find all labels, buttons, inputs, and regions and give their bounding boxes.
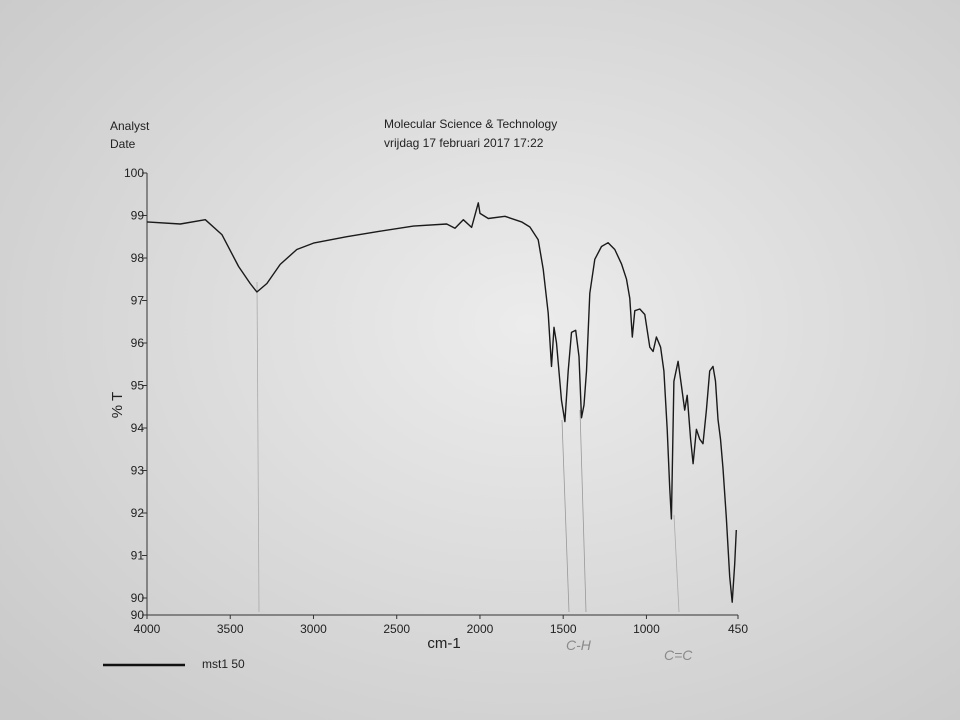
x-tick-label: 4000 — [134, 622, 161, 636]
y-tick-label: 96 — [131, 336, 145, 350]
y-tick-label: 97 — [131, 294, 145, 308]
pencil-line — [673, 514, 680, 613]
annotation: C-H — [566, 637, 592, 653]
analyst-label: Analyst — [110, 119, 150, 133]
spectrum-line — [146, 202, 737, 603]
date-label: Date — [110, 137, 136, 151]
y-tick-label: 100 — [124, 166, 144, 180]
x-tick-label: 1000 — [633, 622, 660, 636]
legend-label: mst1 50 — [202, 657, 245, 671]
x-tick-label: 450 — [728, 622, 748, 636]
pencil-line — [256, 281, 260, 613]
y-tick-label: 95 — [131, 379, 145, 393]
pencil-line — [561, 419, 570, 613]
timestamp: vrijdag 17 februari 2017 17:22 — [384, 136, 544, 150]
y-axis-label: % T — [109, 392, 126, 418]
pencil-line — [579, 409, 587, 613]
y-tick-label: 93 — [131, 464, 145, 478]
x-tick-label: 1500 — [550, 622, 577, 636]
y-tick-label: 98 — [131, 251, 145, 265]
x-tick-label: 2000 — [467, 622, 494, 636]
y-tick-label: 90 — [131, 591, 145, 605]
x-axis-label: cm-1 — [427, 635, 460, 652]
x-tick-label: 3000 — [300, 622, 327, 636]
x-tick-label: 3500 — [217, 622, 244, 636]
x-tick-label: 2500 — [383, 622, 410, 636]
y-tick-label: 94 — [131, 421, 145, 435]
annotation: C=C — [664, 647, 693, 663]
y-tick-label: 91 — [131, 549, 145, 563]
y-tick-label: 92 — [131, 506, 145, 520]
institute: Molecular Science & Technology — [384, 117, 557, 131]
y-tick-label: 90 — [131, 608, 145, 622]
y-tick-label: 99 — [131, 209, 145, 223]
